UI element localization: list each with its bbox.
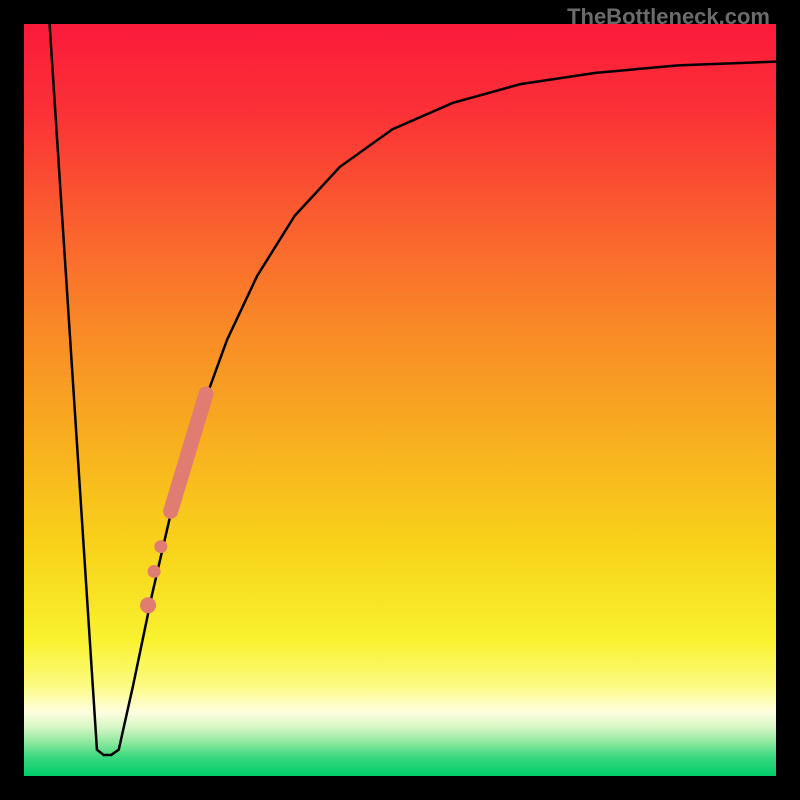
marker-capsule: [171, 394, 206, 511]
marker-dot: [140, 597, 156, 613]
curve-layer: [24, 24, 776, 776]
marker-dots: [140, 540, 167, 613]
plot-area: [24, 24, 776, 776]
bottleneck-curve: [50, 24, 776, 755]
chart-frame: TheBottleneck.com: [0, 0, 800, 800]
watermark-text: TheBottleneck.com: [567, 4, 770, 30]
marker-dot: [154, 540, 167, 553]
marker-dot: [148, 565, 161, 578]
